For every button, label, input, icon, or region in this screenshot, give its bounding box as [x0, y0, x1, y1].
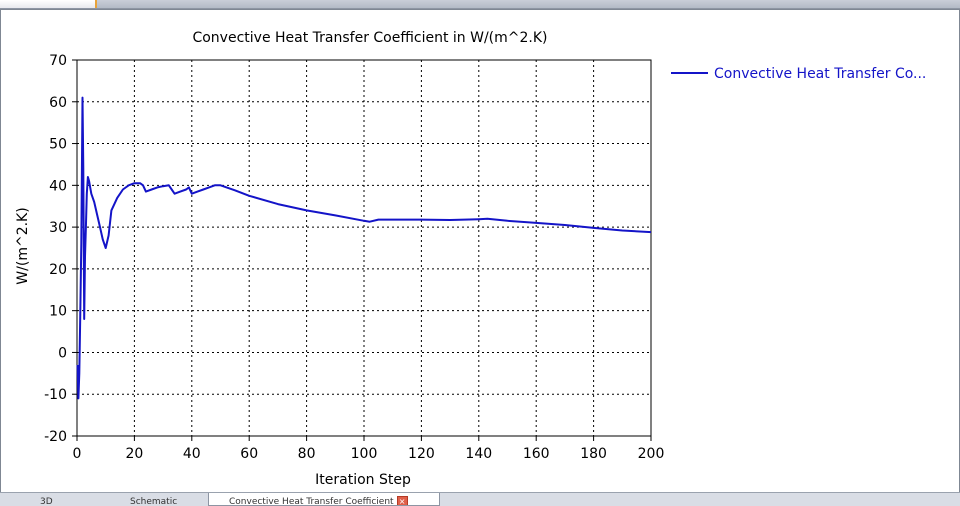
x-tick-label: 140: [465, 446, 492, 462]
tab-convective-heat-transfer-coefficient[interactable]: Convective Heat Transfer Coefficient ×: [208, 493, 440, 506]
window-top-accent: [0, 0, 97, 8]
grid-layer: [77, 60, 651, 436]
tab-3d[interactable]: 3D: [40, 493, 100, 506]
document-tab-bar: 3D Schematic Convective Heat Transfer Co…: [0, 492, 960, 506]
x-tick-label: 120: [408, 446, 435, 462]
tab-chart-label: Convective Heat Transfer Coefficient: [229, 497, 394, 506]
x-tick-label: 100: [351, 446, 378, 462]
tab-schematic-label: Schematic: [130, 497, 178, 506]
y-tick-label: 70: [49, 53, 67, 69]
y-axis-label: W/(m^2.K): [15, 207, 31, 284]
y-tick-label: 60: [49, 95, 67, 111]
tick-layer: 0 20 40 60 80 100 120 140 160 180 200 -20 -10 0 10 20 30…: [44, 53, 664, 462]
series-layer: [76, 96, 652, 400]
x-tick-label: 40: [183, 446, 201, 462]
legend-entry: Convective Heat Transfer Co...: [714, 66, 926, 82]
y-tick-label: 40: [49, 178, 67, 194]
tab-3d-label: 3D: [40, 497, 53, 506]
y-tick-label: 0: [58, 345, 67, 361]
legend: Convective Heat Transfer Co...: [671, 66, 926, 82]
y-tick-label: -10: [44, 387, 67, 403]
chart-title: Convective Heat Transfer Coefficient in …: [192, 30, 547, 46]
window-top-strip: [0, 0, 960, 9]
y-tick-label: 10: [49, 304, 67, 320]
y-tick-label: -20: [44, 429, 67, 445]
x-tick-label: 20: [125, 446, 143, 462]
close-icon[interactable]: ×: [396, 496, 408, 505]
x-tick-label: 200: [638, 446, 665, 462]
chart-svg: 0 20 40 60 80 100 120 140 160 180 200 -20 -10 0 10 20 30…: [15, 30, 926, 488]
x-axis-label: Iteration Step: [315, 472, 411, 488]
y-tick-label: 50: [49, 137, 67, 153]
y-tick-label: 30: [49, 220, 67, 236]
series-line: [76, 96, 652, 400]
y-tick-label: 20: [49, 262, 67, 278]
chart-panel: 0 20 40 60 80 100 120 140 160 180 200 -20 -10 0 10 20 30…: [0, 9, 960, 493]
x-tick-label: 60: [240, 446, 258, 462]
x-tick-label: 160: [523, 446, 550, 462]
tab-schematic[interactable]: Schematic: [130, 493, 200, 506]
x-tick-label: 80: [298, 446, 316, 462]
x-tick-label: 180: [580, 446, 607, 462]
x-tick-label: 0: [73, 446, 82, 462]
